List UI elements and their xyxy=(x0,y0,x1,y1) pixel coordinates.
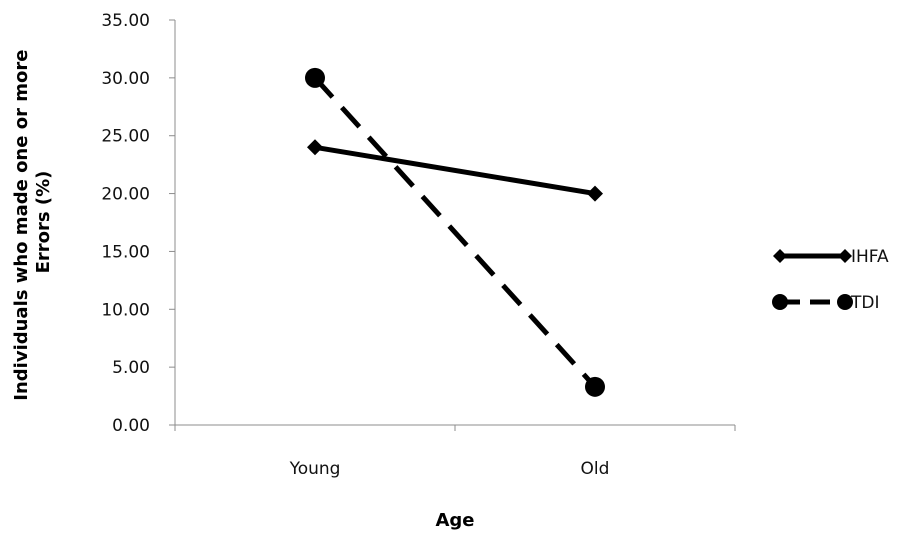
y-axis-title: Individuals who made one or more Errors … xyxy=(11,43,54,401)
x-tick-label: Old xyxy=(581,459,610,479)
legend-label-ihfa: IHFA xyxy=(851,247,889,267)
series-ihfa xyxy=(307,139,603,202)
y-tick-label: 10.00 xyxy=(101,300,150,320)
y-tick-label: 5.00 xyxy=(112,358,150,378)
y-tick-label: 0.00 xyxy=(112,416,150,436)
y-tick-label: 20.00 xyxy=(101,185,150,205)
data-point-tdi xyxy=(585,376,605,397)
legend-marker-tdi xyxy=(772,294,788,310)
series-line-tdi xyxy=(313,76,597,389)
y-tick-label: 35.00 xyxy=(101,11,150,31)
data-point-tdi xyxy=(305,67,325,88)
y-tick-label: 25.00 xyxy=(101,127,150,147)
series-tdi xyxy=(305,67,605,397)
legend-item-tdi: TDI xyxy=(772,293,880,313)
y-axis-title-line-1: Individuals who made one or more xyxy=(11,50,32,401)
legend: IHFA TDI xyxy=(772,247,889,313)
y-tick-label: 30.00 xyxy=(101,69,150,89)
x-axis-title: Age xyxy=(435,510,474,531)
y-ticks: 0.00 5.00 10.00 15.00 20.00 25.00 30.00 35.00 xyxy=(101,11,175,436)
data-point-ihfa xyxy=(307,139,323,156)
x-ticks: Young Old xyxy=(174,425,736,479)
y-tick-label: 15.00 xyxy=(101,242,150,262)
legend-marker-ihfa xyxy=(838,249,852,263)
data-series xyxy=(305,67,605,397)
series-line-ihfa xyxy=(314,144,596,197)
legend-marker-tdi xyxy=(837,294,853,310)
svg-text:Individuals who made one or mo: Individuals who made one or more Errors … xyxy=(11,43,54,400)
legend-label-tdi: TDI xyxy=(850,293,880,313)
y-axis-title-line-2: Errors (%) xyxy=(33,171,54,274)
legend-marker-ihfa xyxy=(773,249,787,263)
x-tick-label: Young xyxy=(289,459,341,479)
data-point-ihfa xyxy=(587,185,603,202)
legend-item-ihfa: IHFA xyxy=(773,247,889,267)
